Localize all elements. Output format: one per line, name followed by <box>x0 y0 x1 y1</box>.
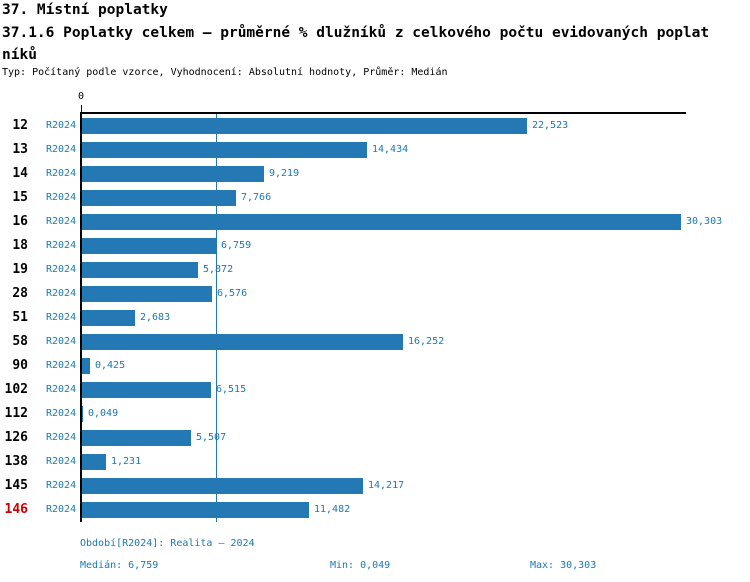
chart-title-line2: níků <box>2 47 37 63</box>
bar <box>82 478 363 494</box>
bar-value-label: 9,219 <box>269 168 300 179</box>
row-period-label: R2024 <box>46 336 77 347</box>
bar-chart-plot-area: 12 R2024 22,523 13 R2024 14,434 14 R2024 9,219 15… <box>0 114 750 522</box>
row-period-label: R2024 <box>46 408 77 419</box>
row-id-label: 19 <box>12 262 28 277</box>
row-period-label: R2024 <box>46 384 77 395</box>
bar <box>82 358 90 374</box>
min-stat-label: Min: 0,049 <box>330 560 391 571</box>
chart-row: 18 R2024 6,759 <box>0 234 750 258</box>
chart-row: 146 R2024 11,482 <box>0 498 750 522</box>
bar <box>82 382 211 398</box>
chart-row: 102 R2024 6,515 <box>0 378 750 402</box>
chart-row: 138 R2024 1,231 <box>0 450 750 474</box>
row-period-label: R2024 <box>46 144 77 155</box>
chart-row: 16 R2024 30,303 <box>0 210 750 234</box>
row-period-label: R2024 <box>46 240 77 251</box>
row-id-label: 13 <box>12 142 28 157</box>
bar <box>82 262 198 278</box>
chart-row: 15 R2024 7,766 <box>0 186 750 210</box>
bar <box>82 454 106 470</box>
bar <box>82 214 681 230</box>
chart-row: 51 R2024 2,683 <box>0 306 750 330</box>
row-id-label: 14 <box>12 166 28 181</box>
bar <box>82 142 367 158</box>
chart-row: 28 R2024 6,576 <box>0 282 750 306</box>
bar-value-label: 7,766 <box>241 192 272 203</box>
max-stat-label: Max: 30,303 <box>530 560 597 571</box>
report-title: 37. Místní poplatky <box>2 2 168 18</box>
row-period-label: R2024 <box>46 120 77 131</box>
chart-row: 112 R2024 0,049 <box>0 402 750 426</box>
bar-value-label: 2,683 <box>140 312 171 323</box>
chart-meta-line: Typ: Počítaný podle vzorce, Vyhodnocení:… <box>2 67 448 78</box>
bar-value-label: 11,482 <box>314 504 351 515</box>
row-id-label: 90 <box>12 358 28 373</box>
row-period-label: R2024 <box>46 192 77 203</box>
row-id-label: 28 <box>12 286 28 301</box>
row-period-label: R2024 <box>46 288 77 299</box>
row-period-label: R2024 <box>46 312 77 323</box>
bar-value-label: 22,523 <box>532 120 569 131</box>
median-reference-line <box>216 114 217 522</box>
bar-value-label: 1,231 <box>111 456 142 467</box>
row-period-label: R2024 <box>46 216 77 227</box>
row-id-label: 58 <box>12 334 28 349</box>
row-id-label: 112 <box>4 406 28 421</box>
row-period-label: R2024 <box>46 264 77 275</box>
bar <box>82 334 403 350</box>
bar-value-label: 14,434 <box>372 144 409 155</box>
bar <box>82 406 83 422</box>
chart-row: 13 R2024 14,434 <box>0 138 750 162</box>
row-id-label: 15 <box>12 190 28 205</box>
chart-row: 126 R2024 5,507 <box>0 426 750 450</box>
bar <box>82 190 236 206</box>
row-id-label: 138 <box>4 454 28 469</box>
bar-value-label: 6,515 <box>216 384 247 395</box>
row-id-label: 126 <box>4 430 28 445</box>
bar <box>82 430 191 446</box>
median-stat-label: Medián: 6,759 <box>80 560 159 571</box>
chart-row: 58 R2024 16,252 <box>0 330 750 354</box>
chart-row: 19 R2024 5,872 <box>0 258 750 282</box>
chart-title-line1: 37.1.6 Poplatky celkem – průměrné % dluž… <box>2 25 710 41</box>
bar <box>82 286 212 302</box>
row-id-label: 16 <box>12 214 28 229</box>
bar-value-label: 0,049 <box>88 408 119 419</box>
row-id-label: 145 <box>4 478 28 493</box>
row-id-label: 102 <box>4 382 28 397</box>
row-period-label: R2024 <box>46 504 77 515</box>
chart-row: 145 R2024 14,217 <box>0 474 750 498</box>
row-period-label: R2024 <box>46 168 77 179</box>
bar-value-label: 0,425 <box>95 360 126 371</box>
row-id-label: 146 <box>4 502 28 517</box>
axis-zero-tick <box>81 105 82 112</box>
row-id-label: 51 <box>12 310 28 325</box>
bar-value-label: 5,507 <box>196 432 227 443</box>
bar-value-label: 30,303 <box>686 216 723 227</box>
y-axis-line <box>80 112 82 522</box>
bar <box>82 166 264 182</box>
bar <box>82 502 309 518</box>
bar <box>82 118 527 134</box>
bar <box>82 238 216 254</box>
row-period-label: R2024 <box>46 432 77 443</box>
bar-value-label: 6,576 <box>217 288 248 299</box>
chart-row: 12 R2024 22,523 <box>0 114 750 138</box>
chart-row: 14 R2024 9,219 <box>0 162 750 186</box>
bar-value-label: 16,252 <box>408 336 445 347</box>
row-period-label: R2024 <box>46 360 77 371</box>
axis-zero-tick-label: 0 <box>77 91 85 102</box>
bar-value-label: 14,217 <box>368 480 405 491</box>
x-axis-line <box>80 112 686 114</box>
row-period-label: R2024 <box>46 480 77 491</box>
row-id-label: 12 <box>12 118 28 133</box>
bar-value-label: 6,759 <box>221 240 252 251</box>
period-info-label: Období[R2024]: Realita – 2024 <box>80 538 255 549</box>
row-period-label: R2024 <box>46 456 77 467</box>
row-id-label: 18 <box>12 238 28 253</box>
bar <box>82 310 135 326</box>
bar-value-label: 5,872 <box>203 264 234 275</box>
chart-row: 90 R2024 0,425 <box>0 354 750 378</box>
